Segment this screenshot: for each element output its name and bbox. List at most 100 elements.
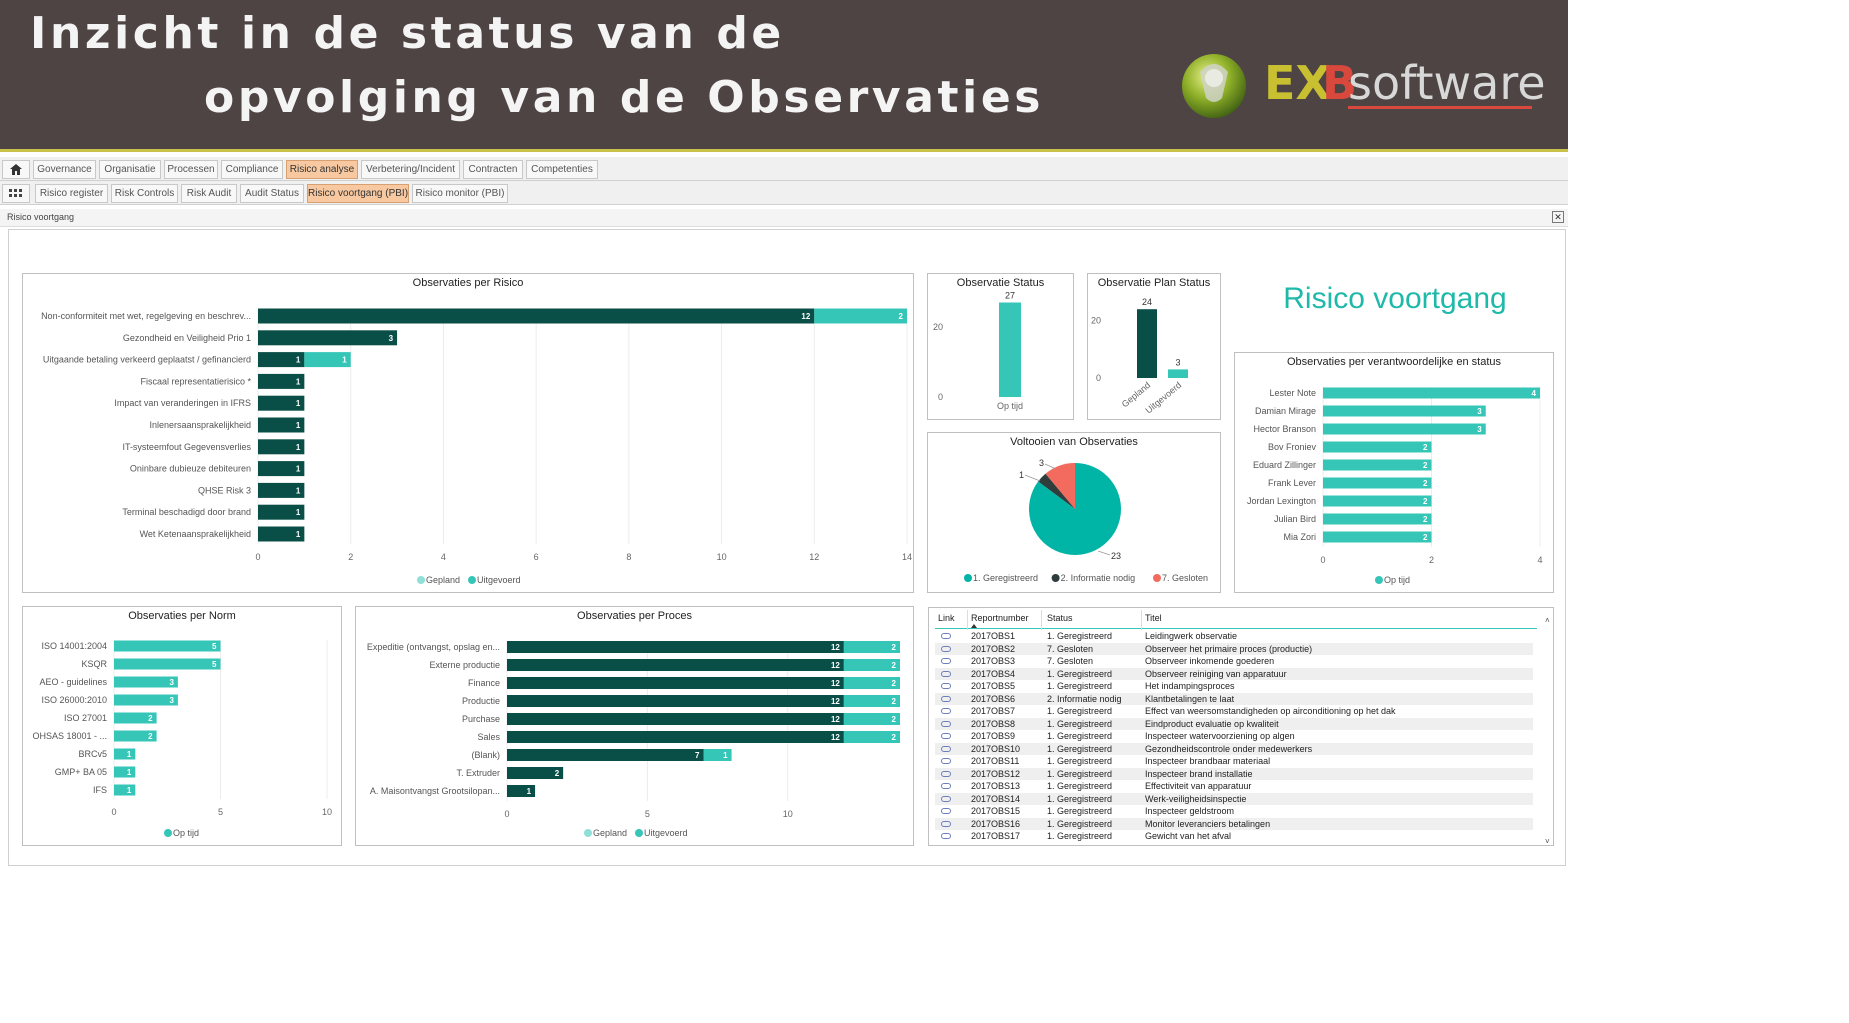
bar (507, 731, 844, 743)
home-icon[interactable] (2, 160, 30, 179)
link-icon[interactable] (941, 783, 951, 789)
link-icon[interactable] (941, 708, 951, 714)
tab-risico-register[interactable]: Risico register (35, 184, 108, 203)
status-cell: 1. Geregistreerd (1047, 768, 1113, 779)
data-label: 1 (127, 786, 132, 795)
grid-icon[interactable] (2, 184, 30, 203)
data-label: 1 (1019, 470, 1024, 480)
table-row[interactable]: 2017OBS2 7. Gesloten Observeer het primair… (935, 642, 1533, 655)
y-tick-label: Damian Mirage (1255, 406, 1316, 416)
tab-contracten[interactable]: Contracten (463, 160, 523, 179)
data-label: 12 (831, 697, 840, 706)
table-row[interactable]: 2017OBS1 1. Geregistreerd Leidingwerk obse… (935, 630, 1533, 643)
link-icon[interactable] (941, 695, 951, 702)
scroll-down-icon[interactable]: ˅ (1545, 837, 1550, 846)
titel-cell: Observeer reiniging van apparatuur (1145, 668, 1287, 679)
chart-title: Observatie Plan Status (1097, 277, 1211, 289)
data-label: 1 (296, 356, 301, 365)
link-icon[interactable] (941, 633, 951, 639)
table-row[interactable]: 2017OBS7 1. Geregistreerd Effect van weers… (935, 705, 1533, 718)
link-icon[interactable] (941, 733, 951, 739)
tab-governance[interactable]: Governance (33, 160, 96, 179)
link-icon[interactable] (941, 758, 951, 764)
y-tick-label: IFS (93, 785, 107, 795)
tab-risico-analyse[interactable]: Risico analyse (286, 160, 358, 179)
data-label: 1 (127, 768, 132, 777)
legend-marker (417, 576, 425, 584)
tab-competenties[interactable]: Competenties (526, 160, 598, 179)
table-row[interactable]: 2017OBS3 7. Gesloten Observeer inkomende g… (935, 655, 1533, 668)
chart-title: Observatie Status (956, 277, 1045, 289)
tab-organisatie[interactable]: Organisatie (99, 160, 161, 179)
leader-line (1024, 474, 1041, 482)
y-tick-label: (Blank) (471, 750, 500, 760)
table-row[interactable]: 2017OBS11 1. Geregistreerd Inspecteer bran… (935, 755, 1533, 768)
bar (258, 373, 305, 389)
link-icon[interactable] (941, 670, 951, 677)
status-cell: 1. Geregistreerd (1047, 743, 1113, 754)
tab-verbetering-incident[interactable]: Verbetering/Incident (361, 160, 460, 179)
column-divider (1141, 610, 1142, 630)
table-row[interactable]: 2017OBS9 1. Geregistreerd Inspecteer water… (935, 730, 1533, 743)
column-header-link[interactable]: Link (938, 613, 955, 623)
y-tick-label: Inlenersaansprakelijkheid (149, 420, 251, 430)
table-row[interactable]: 2017OBS15 1. Geregistreerd Inspecteer geld… (935, 805, 1533, 818)
table-row[interactable]: 2017OBS6 2. Informatie nodig Klantbetaling… (935, 692, 1533, 705)
y-tick-label: Productie (462, 696, 500, 706)
bar (843, 713, 900, 725)
link-icon[interactable] (941, 683, 951, 689)
chart-observaties-per-norm: 0 5 10 ISO 14001:2004 5 KSQR 5 AEO - guidelines… (32, 640, 332, 838)
scroll-up-icon[interactable]: ˄ (1545, 616, 1550, 625)
reportnumber-cell: 2017OBS5 (971, 681, 1016, 691)
bar (258, 417, 305, 433)
bar (703, 749, 732, 761)
tab-processen[interactable]: Processen (164, 160, 218, 179)
table-row[interactable]: 2017OBS14 1. Geregistreerd Werk-veiligheid… (935, 792, 1533, 805)
link-icon[interactable] (941, 658, 951, 664)
table-row[interactable]: 2017OBS17 1. Geregistreerd Gewicht van het… (935, 830, 1533, 843)
link-icon[interactable] (941, 645, 951, 652)
link-icon[interactable] (941, 833, 951, 839)
table-row[interactable]: 2017OBS12 1. Geregistreerd Inspecteer bran… (935, 767, 1533, 780)
x-tick-label: 4 (441, 552, 446, 562)
header-divider (935, 628, 1537, 629)
table-row[interactable]: 2017OBS10 1. Geregistreerd Gezondheidscont… (935, 742, 1533, 755)
link-icon[interactable] (941, 795, 951, 802)
tab-risico-monitor[interactable]: Risico monitor (PBI) (412, 184, 508, 203)
data-label: 23 (1111, 551, 1121, 561)
tab-compliance[interactable]: Compliance (221, 160, 283, 179)
y-tick-label: Julian Bird (1274, 514, 1316, 524)
link-icon[interactable] (941, 720, 951, 727)
column-header-reportnumber[interactable]: Reportnumber (971, 613, 1029, 623)
titel-cell: Observeer inkomende goederen (1145, 656, 1275, 666)
x-tick-label: 0 (504, 809, 509, 819)
column-header-titel[interactable]: Titel (1145, 613, 1162, 623)
table-scrollbar[interactable]: ˄ ˅ (1545, 616, 1551, 846)
link-icon[interactable] (941, 820, 951, 827)
link-icon[interactable] (941, 770, 951, 777)
y-tick-label: 20 (933, 322, 943, 332)
tab-risico-voortgang[interactable]: Risico voortgang (PBI) (307, 184, 409, 203)
data-label: 1 (296, 508, 301, 517)
data-label: 2 (1423, 443, 1428, 452)
column-header-status[interactable]: Status (1047, 613, 1073, 623)
bar (1323, 423, 1486, 435)
table-row[interactable]: 2017OBS16 1. Geregistreerd Monitor leveran… (935, 817, 1533, 830)
table-row[interactable]: 2017OBS5 1. Geregistreerd Het indampingspr… (935, 680, 1533, 693)
table-row[interactable]: 2017OBS8 1. Geregistreerd Eindproduct eval… (935, 717, 1533, 730)
data-label: 2 (892, 733, 897, 742)
legend-label: Gepland (593, 828, 627, 838)
tab-risk-audit[interactable]: Risk Audit (181, 184, 237, 203)
tab-audit-status[interactable]: Audit Status (240, 184, 304, 203)
table-row[interactable]: 2017OBS13 1. Geregistreerd Effectiviteit v… (935, 780, 1533, 793)
close-icon[interactable]: ✕ (1552, 211, 1564, 223)
link-icon[interactable] (941, 808, 951, 814)
main-tab-bar: Governance Organisatie Processen Complia… (0, 157, 1568, 181)
table-row[interactable]: 2017OBS4 1. Geregistreerd Observeer reinig… (935, 667, 1533, 680)
x-tick-label: 0 (1320, 555, 1325, 565)
status-cell: 1. Geregistreerd (1047, 718, 1113, 729)
tab-risk-controls[interactable]: Risk Controls (111, 184, 178, 203)
link-icon[interactable] (941, 745, 951, 752)
